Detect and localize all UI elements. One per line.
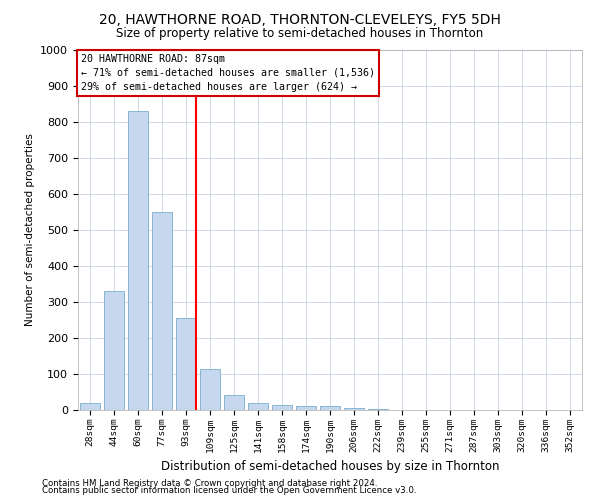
Text: Contains public sector information licensed under the Open Government Licence v3: Contains public sector information licen… (42, 486, 416, 495)
Text: 20 HAWTHORNE ROAD: 87sqm
← 71% of semi-detached houses are smaller (1,536)
29% o: 20 HAWTHORNE ROAD: 87sqm ← 71% of semi-d… (80, 54, 374, 92)
Bar (224, 395, 244, 410)
Text: Size of property relative to semi-detached houses in Thornton: Size of property relative to semi-detach… (116, 28, 484, 40)
Bar (272, 406, 292, 410)
Bar (344, 408, 364, 410)
Bar (128, 111, 148, 410)
Bar (296, 406, 316, 410)
Text: Contains HM Land Registry data © Crown copyright and database right 2024.: Contains HM Land Registry data © Crown c… (42, 478, 377, 488)
Bar (320, 406, 340, 410)
Bar (104, 291, 124, 410)
Bar (152, 212, 172, 410)
Bar (176, 318, 196, 410)
Bar (80, 403, 100, 410)
Bar (248, 403, 268, 410)
X-axis label: Distribution of semi-detached houses by size in Thornton: Distribution of semi-detached houses by … (161, 460, 499, 473)
Y-axis label: Number of semi-detached properties: Number of semi-detached properties (25, 134, 35, 326)
Text: 20, HAWTHORNE ROAD, THORNTON-CLEVELEYS, FY5 5DH: 20, HAWTHORNE ROAD, THORNTON-CLEVELEYS, … (99, 12, 501, 26)
Bar (200, 368, 220, 410)
